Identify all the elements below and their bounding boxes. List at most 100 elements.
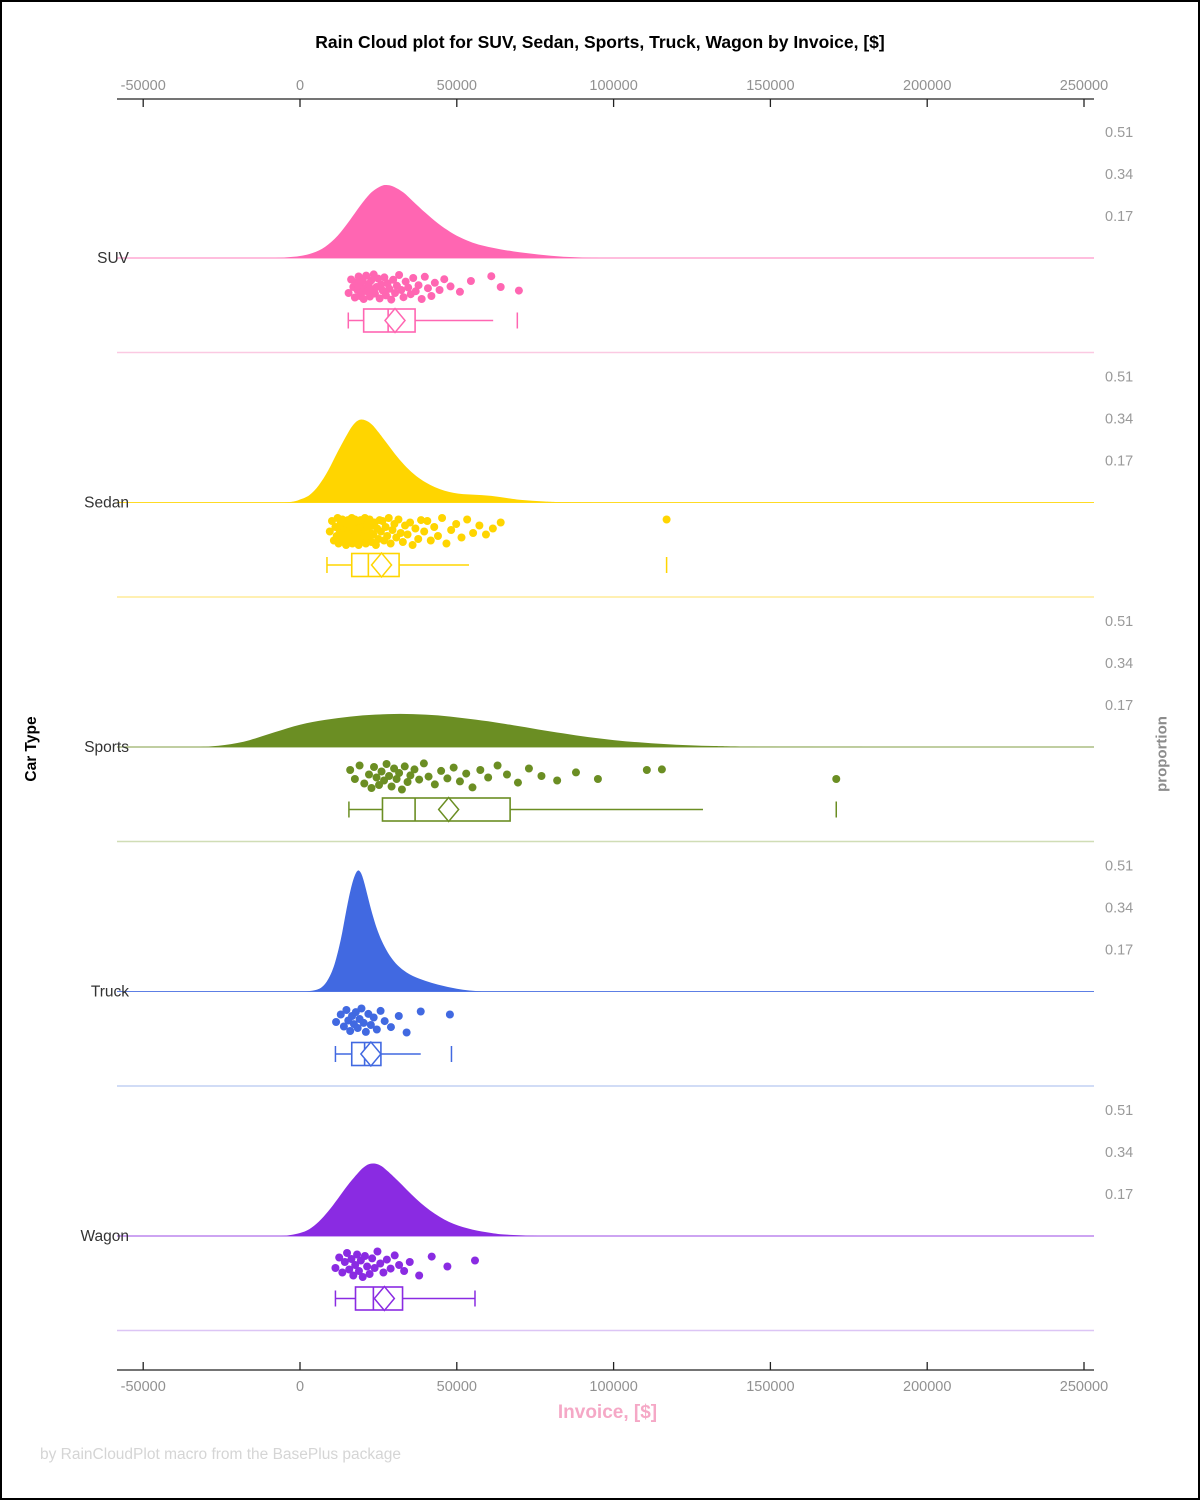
density-cloud-sedan xyxy=(284,419,598,503)
rain-point-sedan xyxy=(475,521,484,530)
rain-point-sports xyxy=(387,782,396,791)
rain-point-sedan xyxy=(420,527,429,536)
rain-point-wagon xyxy=(382,1255,391,1264)
rain-point-sports xyxy=(462,769,471,778)
rain-point-suv xyxy=(375,294,384,303)
proportion-tick-label: 0.17 xyxy=(1105,698,1133,714)
rain-point-sedan xyxy=(408,541,417,549)
rain-point-sports xyxy=(410,765,419,774)
density-cloud-truck xyxy=(306,870,482,992)
x-axis-tick-label: 0 xyxy=(296,1379,304,1395)
rain-point-sports xyxy=(392,775,401,783)
rain-point-truck xyxy=(366,1021,375,1029)
proportion-tick-label: 0.34 xyxy=(1105,412,1133,428)
rain-point-sedan xyxy=(414,535,423,543)
rain-point-sports xyxy=(360,779,369,788)
proportion-tick-label: 0.17 xyxy=(1105,454,1133,470)
rain-point-sports xyxy=(372,773,381,782)
rain-point-sports xyxy=(443,774,452,783)
rain-point-wagon xyxy=(395,1261,404,1269)
proportion-tick-label: 0.51 xyxy=(1105,1103,1133,1119)
rain-point-sedan xyxy=(438,514,447,522)
rain-point-truck xyxy=(380,1017,389,1026)
rain-point-sports xyxy=(437,766,446,775)
rain-point-suv xyxy=(440,275,449,284)
rain-point-truck xyxy=(361,1027,370,1036)
rain-point-suv xyxy=(362,271,371,280)
rain-point-sedan xyxy=(662,515,671,524)
rain-point-suv xyxy=(411,287,420,296)
rain-point-sedan xyxy=(406,518,415,527)
rain-point-sports xyxy=(430,780,439,789)
rain-point-sports xyxy=(593,775,602,783)
rain-point-truck xyxy=(357,1004,366,1013)
x-axis-tick-label: 250000 xyxy=(1060,1379,1108,1395)
rain-point-sports xyxy=(455,777,464,786)
rain-point-sports xyxy=(385,772,394,780)
rain-point-suv xyxy=(380,273,389,282)
rain-point-wagon xyxy=(363,1262,372,1271)
x-axis-tick-label: 100000 xyxy=(589,1379,637,1395)
rain-point-truck xyxy=(376,1006,385,1015)
rain-point-wagon xyxy=(400,1267,409,1275)
rain-point-sedan xyxy=(378,517,387,525)
rain-point-suv xyxy=(409,274,418,282)
rain-point-wagon xyxy=(343,1249,352,1257)
rain-point-truck xyxy=(445,1010,454,1019)
rain-point-wagon xyxy=(347,1255,356,1263)
rain-point-sports xyxy=(832,775,841,783)
rain-point-truck xyxy=(394,1012,403,1020)
rain-point-sedan xyxy=(426,536,435,545)
mean-diamond xyxy=(370,551,393,579)
rain-point-truck xyxy=(332,1018,341,1026)
rain-point-wagon xyxy=(427,1252,436,1261)
rain-point-sports xyxy=(419,759,428,768)
x-axis-tick-label: 50000 xyxy=(437,1379,477,1395)
rain-point-sedan xyxy=(447,526,456,534)
rain-point-sedan xyxy=(488,524,497,533)
rain-point-suv xyxy=(435,286,444,294)
rain-point-suv xyxy=(387,295,396,304)
x-axis-tick-label: 200000 xyxy=(903,78,951,94)
rain-point-sedan xyxy=(388,526,397,534)
rain-point-wagon xyxy=(405,1258,414,1266)
density-cloud-suv xyxy=(274,185,602,258)
rain-point-sedan xyxy=(386,539,395,548)
category-label-sedan: Sedan xyxy=(84,495,129,512)
proportion-tick-label: 0.17 xyxy=(1105,209,1133,225)
rain-point-wagon xyxy=(335,1253,344,1262)
rain-point-truck xyxy=(353,1024,362,1032)
rain-point-suv xyxy=(389,275,398,284)
rain-point-wagon xyxy=(358,1273,367,1281)
rain-point-truck xyxy=(342,1006,351,1014)
proportion-tick-label: 0.51 xyxy=(1105,125,1133,141)
rain-point-sports xyxy=(415,775,424,784)
rain-point-sedan xyxy=(411,524,420,533)
chart-title: Rain Cloud plot for SUV, Sedan, Sports, … xyxy=(315,32,885,52)
mean-diamond xyxy=(373,1285,396,1312)
rain-point-suv xyxy=(399,293,408,302)
rain-point-suv xyxy=(420,272,429,281)
rain-point-suv xyxy=(455,287,464,296)
x-axis-tick-label: 150000 xyxy=(746,1379,794,1395)
category-label-sports: Sports xyxy=(84,739,129,756)
rain-point-sports xyxy=(395,769,404,777)
rain-point-sports xyxy=(377,767,386,776)
rain-point-sedan xyxy=(398,538,407,546)
rain-point-sports xyxy=(476,766,485,774)
rain-point-sports xyxy=(449,763,458,772)
rain-point-sedan xyxy=(430,523,439,531)
rain-point-sedan xyxy=(481,530,490,539)
rain-point-suv xyxy=(487,272,496,281)
rain-point-truck xyxy=(372,1025,381,1034)
rain-point-sedan xyxy=(452,520,461,528)
rain-point-sports xyxy=(424,772,433,781)
rain-point-wagon xyxy=(368,1254,377,1263)
rain-point-suv xyxy=(514,286,523,295)
rain-point-sports xyxy=(382,760,391,768)
rain-point-sports xyxy=(346,766,355,774)
rain-point-sedan xyxy=(457,533,466,542)
rain-point-sports xyxy=(364,770,373,779)
